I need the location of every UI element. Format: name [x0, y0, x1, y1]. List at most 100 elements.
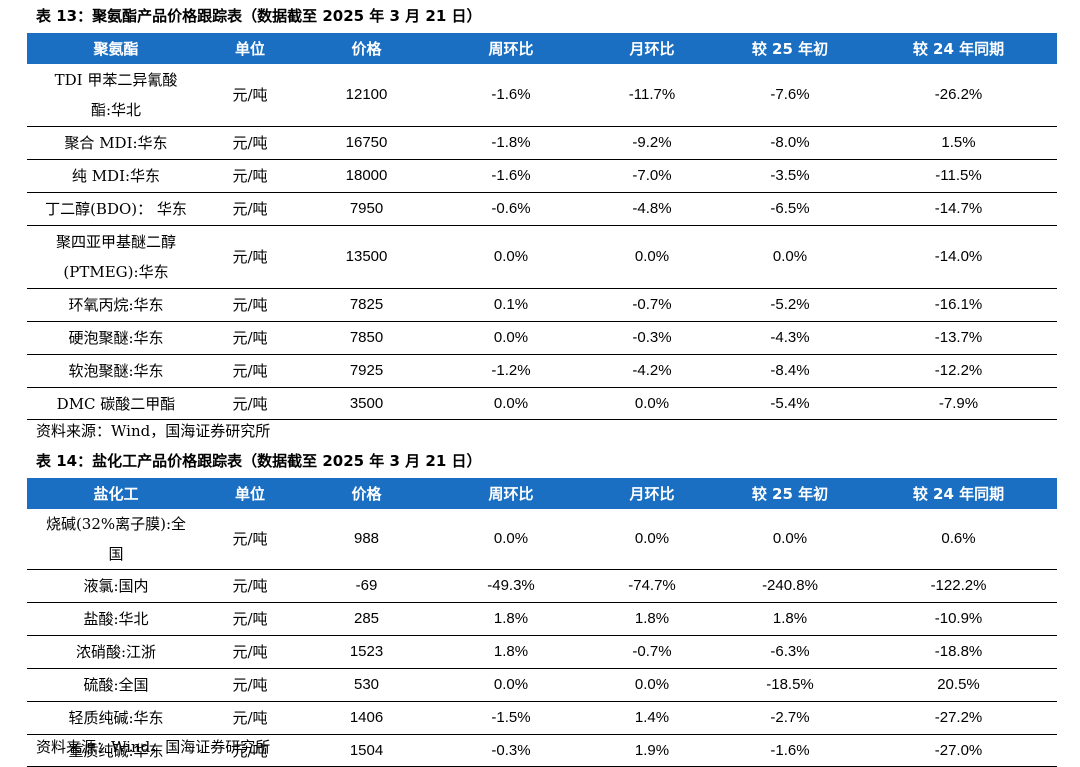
cell-vs-24-same-period: -7.9% — [860, 387, 1057, 420]
header-vs-25-start: 较 25 年初 — [720, 478, 860, 509]
cell-unit: 元/吨 — [205, 387, 295, 420]
cell-vs-24-same-period: -14.7% — [860, 192, 1057, 226]
cell-vs-24-same-period: -14.0% — [860, 225, 1057, 289]
cell-vs-24-same-period: 0.6% — [860, 509, 1057, 570]
cell-product-name: 重质纯碱:华东 — [27, 734, 205, 767]
header-price: 价格 — [295, 478, 438, 509]
cell-price: 1504 — [295, 734, 438, 767]
cell-month-over-month: -4.2% — [584, 354, 720, 388]
cell-week-over-week: -1.2% — [438, 354, 584, 388]
cell-product-name: TDI 甲苯二异氰酸酯:华北 — [27, 64, 205, 127]
header-wow: 周环比 — [438, 33, 584, 64]
cell-unit: 元/吨 — [205, 225, 295, 289]
cell-month-over-month: -74.7% — [584, 569, 720, 603]
cell-month-over-month: -0.7% — [584, 635, 720, 669]
cell-price: 13500 — [295, 225, 438, 289]
cell-vs-24-same-period: -26.2% — [860, 64, 1057, 127]
cell-product-name: 硬泡聚醚:华东 — [27, 321, 205, 355]
cell-product-name: DMC 碳酸二甲酯 — [27, 387, 205, 420]
cell-vs-25-start: -6.3% — [720, 635, 860, 669]
cell-month-over-month: -11.7% — [584, 64, 720, 127]
cell-price: 7850 — [295, 321, 438, 355]
cell-vs-25-start: -8.4% — [720, 354, 860, 388]
cell-vs-24-same-period: -27.2% — [860, 701, 1057, 735]
cell-product-name: 纯 MDI:华东 — [27, 159, 205, 193]
table-14-source: 资料来源：Wind，国海证券研究所 — [36, 738, 271, 756]
header-vs-25-start: 较 25 年初 — [720, 33, 860, 64]
cell-unit: 元/吨 — [205, 288, 295, 322]
cell-price: 7950 — [295, 192, 438, 226]
table-14-caption: 表 14：盐化工产品价格跟踪表（数据截至 2025 年 3 月 21 日） — [36, 452, 482, 470]
cell-unit: 元/吨 — [205, 509, 295, 570]
header-wow: 周环比 — [438, 478, 584, 509]
cell-week-over-week: 0.1% — [438, 288, 584, 322]
table-row: 硬泡聚醚:华东 元/吨 7850 0.0% -0.3% -4.3% -13.7% — [27, 321, 1057, 355]
cell-month-over-month: -0.7% — [584, 288, 720, 322]
table-13-source: 资料来源：Wind，国海证券研究所 — [36, 422, 271, 440]
cell-vs-25-start: -3.5% — [720, 159, 860, 193]
table-header-row: 聚氨酯 单位 价格 周环比 月环比 较 25 年初 较 24 年同期 — [27, 33, 1057, 64]
cell-price: 285 — [295, 602, 438, 636]
cell-vs-25-start: -7.6% — [720, 64, 860, 127]
cell-week-over-week: -0.6% — [438, 192, 584, 226]
cell-week-over-week: 0.0% — [438, 225, 584, 289]
table-row: 盐酸:华北 元/吨 285 1.8% 1.8% 1.8% -10.9% — [27, 602, 1057, 636]
table-row: 烧碱(32%离子膜):全国 元/吨 988 0.0% 0.0% 0.0% 0.6% — [27, 509, 1057, 570]
header-price: 价格 — [295, 33, 438, 64]
table-row: 聚合 MDI:华东 元/吨 16750 -1.8% -9.2% -8.0% 1.5% — [27, 126, 1057, 160]
header-mom: 月环比 — [584, 33, 720, 64]
cell-price: 1523 — [295, 635, 438, 669]
cell-product-name: 聚合 MDI:华东 — [27, 126, 205, 160]
header-product: 盐化工 — [27, 478, 205, 509]
cell-month-over-month: 1.9% — [584, 734, 720, 767]
cell-vs-25-start: -6.5% — [720, 192, 860, 226]
table-row: TDI 甲苯二异氰酸酯:华北 元/吨 12100 -1.6% -11.7% -7.6% -2… — [27, 64, 1057, 127]
header-mom: 月环比 — [584, 478, 720, 509]
cell-month-over-month: -0.3% — [584, 321, 720, 355]
table-row: 硫酸:全国 元/吨 530 0.0% 0.0% -18.5% 20.5% — [27, 668, 1057, 702]
cell-vs-25-start: -2.7% — [720, 701, 860, 735]
cell-product-name: 丁二醇(BDO)： 华东 — [27, 192, 205, 226]
cell-product-name: 硫酸:全国 — [27, 668, 205, 702]
cell-product-name: 浓硝酸:江浙 — [27, 635, 205, 669]
header-vs-24-same-period: 较 24 年同期 — [860, 478, 1057, 509]
cell-vs-25-start: -1.6% — [720, 734, 860, 767]
cell-product-name: 软泡聚醚:华东 — [27, 354, 205, 388]
cell-price: 12100 — [295, 64, 438, 127]
cell-unit: 元/吨 — [205, 126, 295, 160]
cell-vs-24-same-period: 20.5% — [860, 668, 1057, 702]
cell-price: 530 — [295, 668, 438, 702]
cell-price: 1406 — [295, 701, 438, 735]
cell-vs-24-same-period: 1.5% — [860, 126, 1057, 160]
cell-unit: 元/吨 — [205, 354, 295, 388]
cell-price: 7825 — [295, 288, 438, 322]
polyurethane-price-table: 聚氨酯 单位 价格 周环比 月环比 较 25 年初 较 24 年同期 TDI 甲… — [27, 33, 1057, 420]
table-13-caption: 表 13：聚氨酯产品价格跟踪表（数据截至 2025 年 3 月 21 日） — [36, 7, 482, 25]
table-row: 聚四亚甲基醚二醇(PTMEG):华东 元/吨 13500 0.0% 0.0% 0.0% -1… — [27, 225, 1057, 289]
cell-week-over-week: 0.0% — [438, 668, 584, 702]
cell-week-over-week: -1.5% — [438, 701, 584, 735]
cell-month-over-month: -4.8% — [584, 192, 720, 226]
cell-week-over-week: 1.8% — [438, 635, 584, 669]
cell-unit: 元/吨 — [205, 64, 295, 127]
cell-vs-24-same-period: -11.5% — [860, 159, 1057, 193]
cell-week-over-week: -0.3% — [438, 734, 584, 767]
cell-month-over-month: -7.0% — [584, 159, 720, 193]
cell-month-over-month: 1.4% — [584, 701, 720, 735]
cell-vs-24-same-period: -10.9% — [860, 602, 1057, 636]
cell-vs-25-start: 0.0% — [720, 225, 860, 289]
table-row: 纯 MDI:华东 元/吨 18000 -1.6% -7.0% -3.5% -11.5% — [27, 159, 1057, 193]
cell-month-over-month: 0.0% — [584, 225, 720, 289]
cell-vs-25-start: -8.0% — [720, 126, 860, 160]
table-header-row: 盐化工 单位 价格 周环比 月环比 较 25 年初 较 24 年同期 — [27, 478, 1057, 509]
cell-vs-24-same-period: -27.0% — [860, 734, 1057, 767]
cell-price: 7925 — [295, 354, 438, 388]
cell-vs-24-same-period: -18.8% — [860, 635, 1057, 669]
cell-week-over-week: -1.8% — [438, 126, 584, 160]
cell-week-over-week: 0.0% — [438, 321, 584, 355]
cell-product-name: 液氯:国内 — [27, 569, 205, 603]
cell-unit: 元/吨 — [205, 321, 295, 355]
cell-product-name: 轻质纯碱:华东 — [27, 701, 205, 735]
table-row: 浓硝酸:江浙 元/吨 1523 1.8% -0.7% -6.3% -18.8% — [27, 635, 1057, 669]
cell-month-over-month: 0.0% — [584, 387, 720, 420]
